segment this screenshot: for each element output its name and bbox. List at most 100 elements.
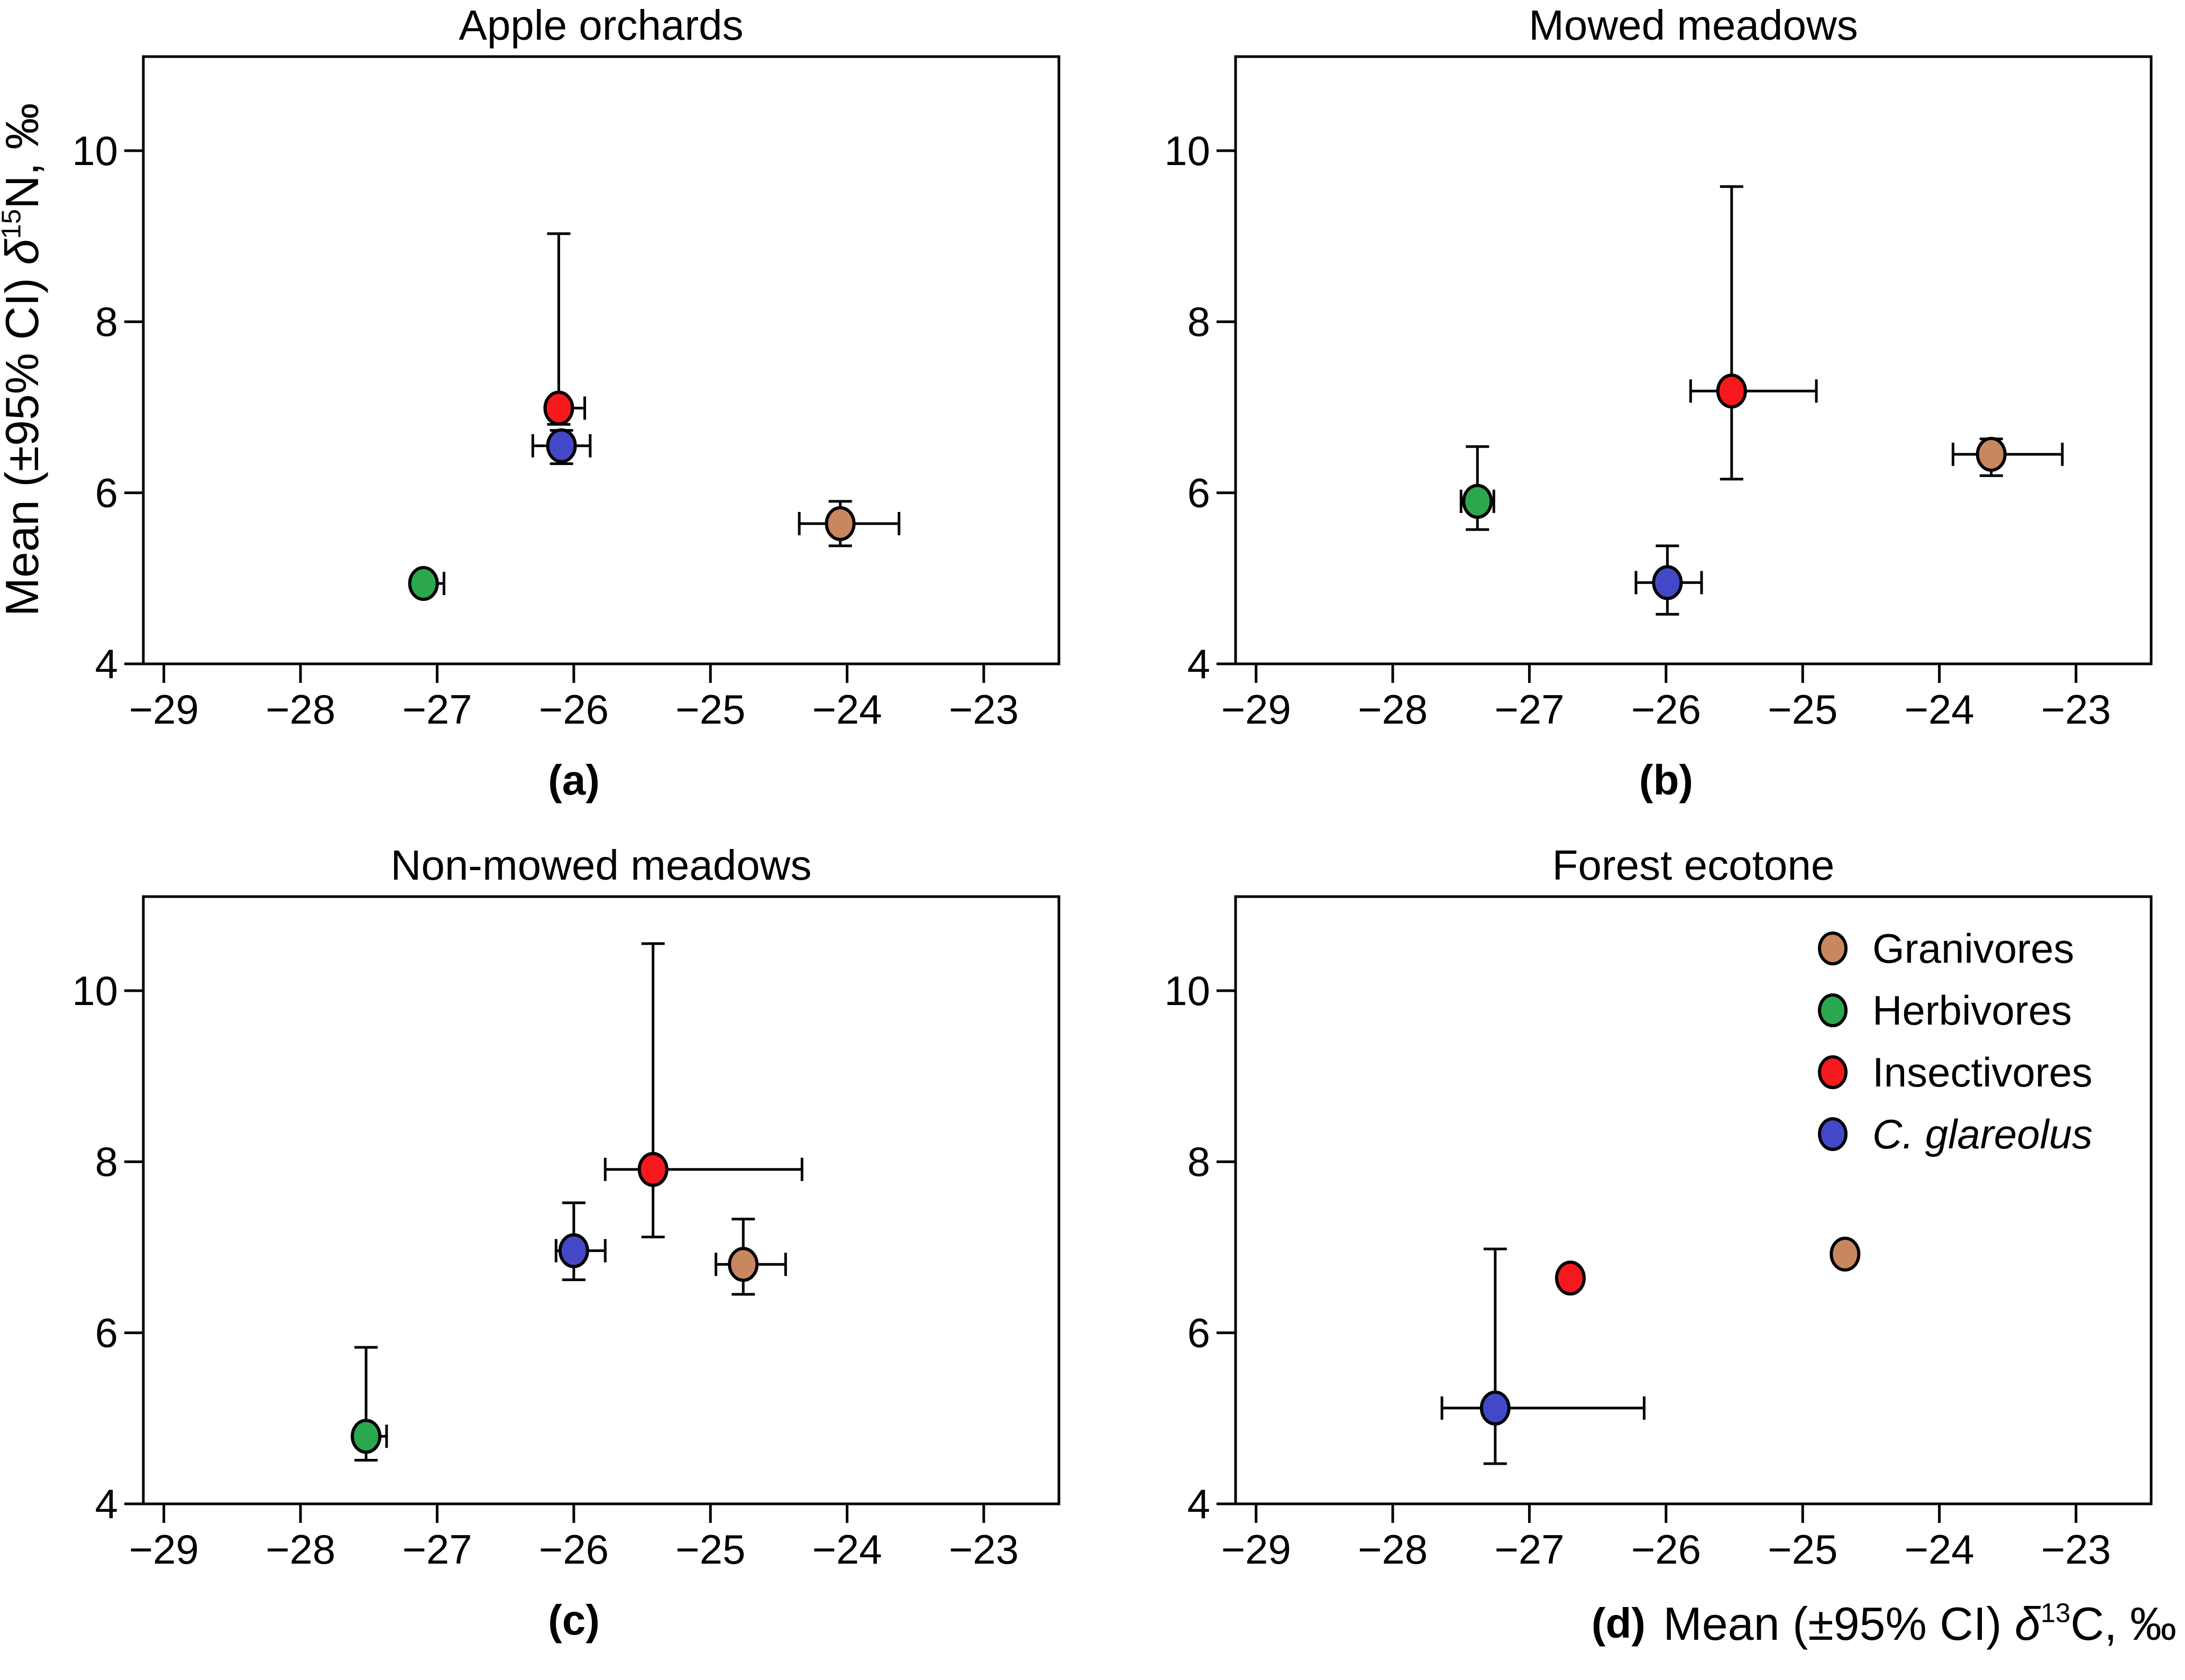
x-tick-label: −29 xyxy=(1221,686,1291,733)
x-tick-label: −27 xyxy=(402,686,472,733)
x-tick-label: −29 xyxy=(129,1526,199,1573)
panel-label: (a) xyxy=(548,756,600,804)
x-tick-label: −26 xyxy=(1631,1526,1701,1573)
data-point-group-c_glareolus xyxy=(1634,544,1703,616)
x-tick-label: −28 xyxy=(266,1526,335,1573)
marker-granivores xyxy=(1830,1236,1861,1272)
data-point-group-granivores xyxy=(715,1218,787,1296)
x-tick-label: −25 xyxy=(1768,686,1837,733)
x-tick-label: −24 xyxy=(812,1526,882,1573)
marker-insectivores xyxy=(1555,1261,1586,1296)
x-tick-label: −25 xyxy=(675,1526,745,1573)
y-tick-label: 8 xyxy=(1187,1138,1210,1185)
panel-title: Non-mowed meadows xyxy=(391,842,812,889)
panel-svg-b: Mowed meadows −29 −28 −27 −26 −25 −24 −23 4 6 8 10 (… xyxy=(1164,2,2153,804)
plot-box xyxy=(1234,55,2153,665)
legend-label-c_glareolus: C. glareolus xyxy=(1872,1111,2092,1157)
data-point-group-insectivores xyxy=(543,232,586,426)
x-tick-label: −23 xyxy=(949,1526,1019,1573)
x-tick-label: −27 xyxy=(1494,1526,1564,1573)
marker-herbivores xyxy=(408,566,439,601)
x-tick-label: −29 xyxy=(129,686,199,733)
marker-herbivores xyxy=(1462,483,1493,519)
data-point-group-insectivores xyxy=(604,942,803,1239)
panel-label: (b) xyxy=(1639,756,1693,804)
panel-svg-a: Apple orchards −29 −28 −27 −26 −25 −24 −23 4 6 8 10… xyxy=(0,2,1060,804)
plot-box xyxy=(1234,895,2153,1505)
panel-c-non-mowed-meadows: Non-mowed meadows −29 −28 −27 −26 −25 −24 −23 4 6… xyxy=(0,840,1092,1680)
y-tick-label: 4 xyxy=(1187,1481,1210,1527)
marker-c_glareolus xyxy=(1479,1390,1511,1426)
data-point-group-c_glareolus xyxy=(531,428,592,465)
marker-granivores xyxy=(728,1247,759,1282)
marker-c_glareolus xyxy=(558,1233,589,1268)
data-point-group-granivores xyxy=(1830,1236,1861,1272)
x-tick-label: −26 xyxy=(1631,686,1701,733)
panel-a-apple-orchards: Apple orchards −29 −28 −27 −26 −25 −24 −23 4 6 8 10… xyxy=(0,0,1092,840)
data-point-group-herbivores xyxy=(408,566,445,601)
data-point-group-herbivores xyxy=(351,1346,388,1462)
data-point-group-c_glareolus xyxy=(1440,1247,1645,1465)
panel-label: (d) xyxy=(1592,1600,1645,1647)
x-tick-label: −23 xyxy=(2041,686,2111,733)
y-tick-label: 10 xyxy=(1164,127,1210,174)
legend-label-herbivores: Herbivores xyxy=(1872,987,2072,1034)
x-tick-label: −23 xyxy=(2041,1526,2111,1573)
x-tick-label: −23 xyxy=(949,686,1019,733)
panel-svg-c: Non-mowed meadows −29 −28 −27 −26 −25 −24 −23 4 6… xyxy=(72,842,1060,1644)
x-tick-label: −25 xyxy=(1768,1526,1837,1573)
x-tick-label: −27 xyxy=(1494,686,1564,733)
y-tick-label: 6 xyxy=(1187,1310,1210,1356)
x-tick-label: −24 xyxy=(1904,1526,1974,1573)
legend-marker-insectivores xyxy=(1818,1055,1848,1089)
y-tick-label: 10 xyxy=(72,967,118,1014)
legend-marker-granivores xyxy=(1818,932,1848,965)
x-tick-label: −24 xyxy=(812,686,882,733)
x-tick-label: −28 xyxy=(266,686,335,733)
x-tick-label: −28 xyxy=(1358,1526,1428,1573)
legend-marker-c_glareolus xyxy=(1818,1117,1848,1151)
y-tick-label: 4 xyxy=(95,641,118,687)
y-tick-label: 4 xyxy=(1187,641,1210,687)
data-point-group-granivores xyxy=(1951,436,2064,477)
y-tick-label: 6 xyxy=(95,470,118,516)
panel-b-mowed-meadows: Mowed meadows −29 −28 −27 −26 −25 −24 −23 4 6 8 10 (… xyxy=(1092,0,2185,840)
marker-herbivores xyxy=(351,1419,382,1454)
data-point-group-granivores xyxy=(798,500,901,547)
legend-marker-herbivores xyxy=(1818,993,1848,1027)
marker-c_glareolus xyxy=(1652,565,1683,600)
legend: Granivores Herbivores Insectivores C. glare… xyxy=(1818,925,2092,1157)
x-axis-title: Mean (±95% CI) δ13C, ‰ xyxy=(1663,1597,2177,1650)
legend-label-insectivores: Insectivores xyxy=(1872,1049,2092,1095)
panel-svg-d: Forest ecotone −29 −28 −27 −26 −25 −24 −23 4 6 8 10… xyxy=(1164,842,2177,1650)
data-point-group-insectivores xyxy=(1555,1261,1586,1296)
y-tick-label: 6 xyxy=(1187,470,1210,516)
x-tick-label: −26 xyxy=(539,1526,609,1573)
y-tick-label: 10 xyxy=(72,127,118,174)
panel-label: (c) xyxy=(548,1596,600,1644)
x-tick-label: −24 xyxy=(1904,686,1974,733)
y-tick-label: 8 xyxy=(95,298,118,345)
data-point-group-insectivores xyxy=(1689,185,1818,481)
x-tick-label: −27 xyxy=(402,1526,472,1573)
plot-box xyxy=(142,895,1060,1505)
y-tick-label: 6 xyxy=(95,1310,118,1356)
marker-insectivores xyxy=(637,1152,669,1187)
y-axis-title: Mean (±95% CI) δ15N, ‰ xyxy=(0,103,48,617)
marker-c_glareolus xyxy=(546,428,577,463)
panel-title: Apple orchards xyxy=(459,2,743,49)
y-tick-label: 8 xyxy=(95,1138,118,1185)
marker-granivores xyxy=(825,506,856,541)
marker-insectivores xyxy=(543,390,574,426)
marker-granivores xyxy=(1976,436,2007,472)
y-tick-label: 4 xyxy=(95,1481,118,1527)
y-tick-label: 8 xyxy=(1187,298,1210,345)
plot-box xyxy=(142,55,1060,665)
panel-title: Mowed meadows xyxy=(1529,2,1858,49)
legend-label-granivores: Granivores xyxy=(1872,925,2074,972)
data-point-group-c_glareolus xyxy=(554,1201,607,1281)
x-tick-label: −26 xyxy=(539,686,609,733)
data-point-group-herbivores xyxy=(1459,445,1495,531)
y-tick-label: 10 xyxy=(1164,967,1210,1014)
